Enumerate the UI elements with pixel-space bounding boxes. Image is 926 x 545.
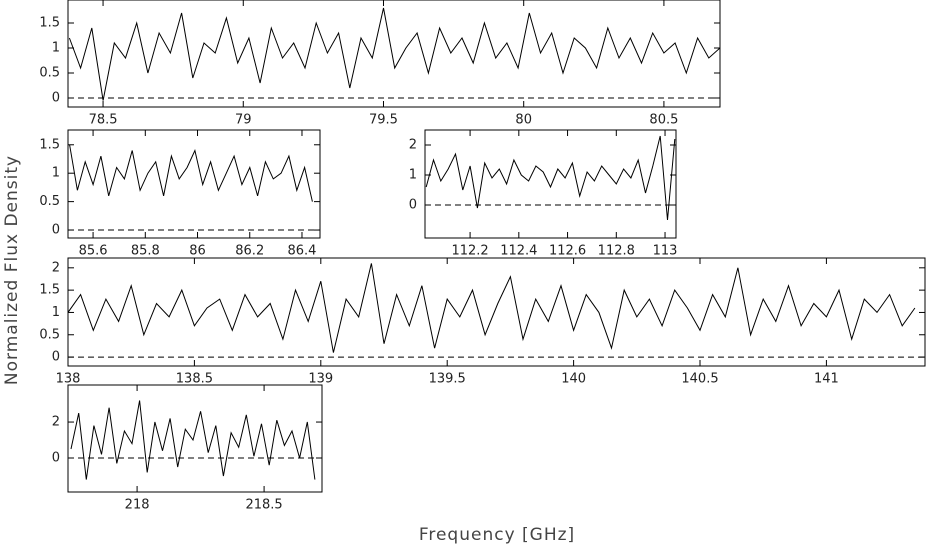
x-tick-label: 85.8 — [131, 244, 160, 259]
x-tick-label: 218.5 — [245, 498, 282, 513]
x-tick-label: 86.4 — [288, 244, 317, 259]
spectrum-line — [68, 263, 916, 353]
panel-frame — [424, 129, 677, 239]
x-tick-label: 112.6 — [549, 244, 586, 259]
y-tick-label: 2 — [409, 138, 417, 153]
x-tick-label: 79.5 — [369, 113, 398, 128]
y-tick-label: 0 — [52, 91, 60, 106]
y-tick-label: 1.5 — [39, 283, 60, 298]
panel-frame — [67, 0, 721, 108]
x-tick-label: 86.2 — [235, 244, 264, 259]
x-tick-label: 138.5 — [176, 372, 213, 387]
y-tick-label: 0 — [52, 350, 60, 365]
y-tick-label: 1 — [52, 41, 60, 56]
x-tick-label: 80 — [515, 113, 532, 128]
panel-frame — [67, 384, 323, 493]
x-axis-label: Frequency [GHz] — [419, 525, 575, 545]
x-tick-label: 112.2 — [451, 244, 488, 259]
x-tick-label: 139 — [308, 372, 333, 387]
y-tick-label: 0 — [52, 451, 60, 466]
x-tick-label: 139.5 — [429, 372, 466, 387]
spectrum-line — [70, 400, 316, 480]
x-tick-label: 85.6 — [79, 244, 108, 259]
spectrum-line — [69, 144, 313, 202]
x-tick-label: 79 — [235, 113, 252, 128]
y-tick-label: 0.5 — [39, 327, 60, 342]
y-tick-label: 0.5 — [39, 66, 60, 81]
spectrum-line — [425, 135, 676, 221]
y-tick-label: 2 — [52, 415, 60, 430]
x-tick-label: 80.5 — [649, 113, 678, 128]
x-tick-label: 141 — [814, 372, 839, 387]
x-tick-label: 112.4 — [500, 244, 537, 259]
y-tick-label: 1 — [52, 305, 60, 320]
x-tick-label: 78.5 — [89, 113, 118, 128]
y-tick-label: 1.5 — [39, 137, 60, 152]
x-tick-label: 112.8 — [598, 244, 635, 259]
x-tick-label: 138 — [56, 372, 81, 387]
panel-frame — [67, 257, 926, 367]
y-tick-label: 1 — [409, 168, 417, 183]
y-tick-label: 0 — [409, 198, 417, 213]
x-tick-label: 140 — [561, 372, 586, 387]
x-tick-label: 86 — [189, 244, 206, 259]
y-tick-label: 2 — [52, 260, 60, 275]
spectrum-line — [68, 7, 720, 101]
x-tick-label: 218 — [125, 498, 150, 513]
panel-frame — [67, 129, 321, 239]
x-tick-label: 140.5 — [681, 372, 718, 387]
y-tick-label: 1 — [52, 166, 60, 181]
y-tick-label: 0 — [52, 223, 60, 238]
y-tick-label: 0.5 — [39, 194, 60, 209]
y-axis-label: Normalized Flux Density — [2, 155, 22, 385]
x-tick-label: 113 — [653, 244, 678, 259]
y-tick-label: 1.5 — [39, 16, 60, 31]
